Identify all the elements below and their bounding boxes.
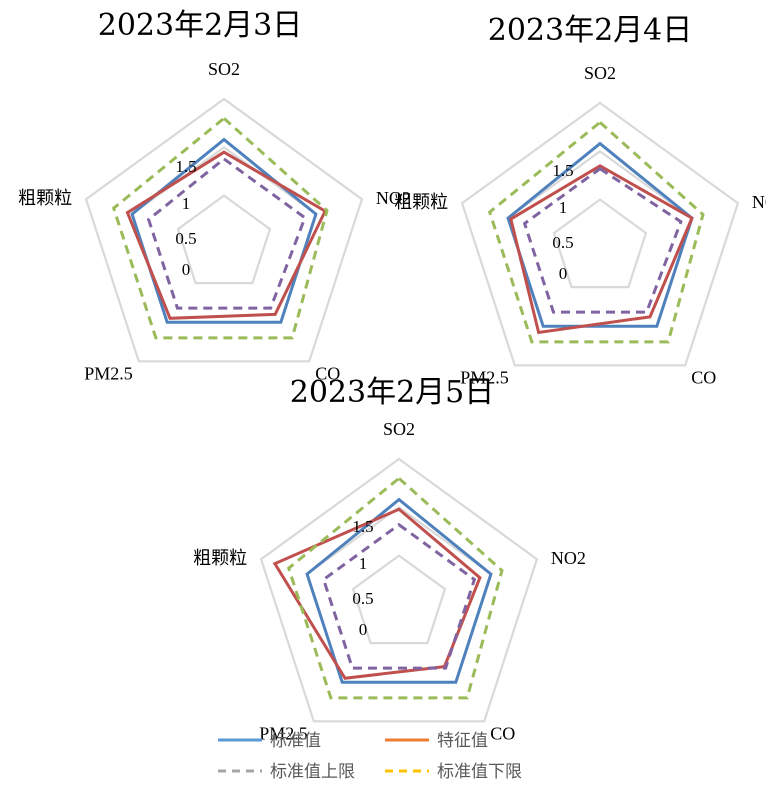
series-line: [111, 116, 329, 340]
tick-label: 1.5: [352, 517, 373, 536]
chart-title: 2023年2月5日: [290, 375, 495, 410]
legend-item: 特征值: [385, 731, 488, 751]
series-line: [272, 507, 482, 680]
tick-label: 0: [559, 264, 568, 283]
tick-label: 1: [359, 554, 368, 573]
series-line: [487, 120, 705, 344]
series-line: [321, 522, 477, 670]
grid-ring: [84, 97, 364, 363]
legend-label: 标准值上限: [270, 762, 355, 782]
grid-ring: [552, 198, 648, 289]
tick-label: 1.5: [552, 161, 573, 180]
axis-label: PM2.5: [460, 367, 509, 387]
axis-label: SO2: [383, 419, 415, 439]
axis-label: 粗颗粒: [394, 192, 448, 212]
grid-ring: [176, 194, 272, 285]
series-line: [305, 497, 493, 684]
series-line: [286, 476, 504, 700]
tick-label: 0: [182, 260, 191, 279]
tick-label: 1.5: [175, 157, 196, 176]
axis-label: PM2.5: [84, 363, 133, 383]
axis-label: SO2: [584, 63, 616, 83]
axis-label: CO: [691, 367, 716, 387]
tick-label: 1: [559, 198, 568, 217]
series-line: [146, 157, 307, 310]
axis-label: NO2: [752, 192, 766, 212]
legend-item: 标准值下限: [385, 762, 522, 782]
legend-item: 标准值: [218, 731, 321, 751]
axis-label: NO2: [376, 188, 411, 208]
chart-title: 2023年2月4日: [488, 13, 693, 48]
chart-title: 2023年2月3日: [98, 8, 303, 43]
radar-chart-2: 2023年2月4日 0 0.5 1 1.5 SO2 NO2 CO PM2.5 粗颗粒: [394, 13, 766, 387]
axis-label: SO2: [208, 59, 240, 79]
axis-label: CO: [315, 363, 340, 383]
series-line: [125, 150, 328, 320]
series-line: [522, 166, 683, 314]
tick-label: 0: [359, 620, 368, 639]
tick-label: 0.5: [352, 589, 373, 608]
grid-ring: [460, 101, 740, 367]
legend-label: 标准值下限: [437, 762, 522, 782]
legend-item: 标准值上限: [218, 762, 355, 782]
axis-label: PM2.5: [259, 723, 308, 743]
axis-label: NO2: [551, 548, 586, 568]
series-line: [509, 164, 694, 335]
radar-chart-3: 2023年2月5日 0 0.5 1 1.5 SO2 NO2 CO PM2.5 粗颗粒: [193, 375, 586, 743]
radar-chart-1: 2023年2月3日 0 0.5 1 1.5 SO2 NO2 CO PM2.5 粗颗粒: [18, 8, 411, 383]
axis-label: 粗颗粒: [18, 188, 72, 208]
legend-label: 特征值: [437, 731, 488, 751]
axis-label: 粗颗粒: [193, 548, 247, 568]
tick-label: 0.5: [175, 229, 196, 248]
legend-label: 标准值: [270, 731, 321, 751]
grid-ring: [259, 457, 539, 723]
tick-label: 1: [182, 194, 191, 213]
axis-label: CO: [490, 723, 515, 743]
series-line: [506, 141, 694, 328]
tick-label: 0.5: [552, 233, 573, 252]
grid-ring: [351, 554, 447, 645]
